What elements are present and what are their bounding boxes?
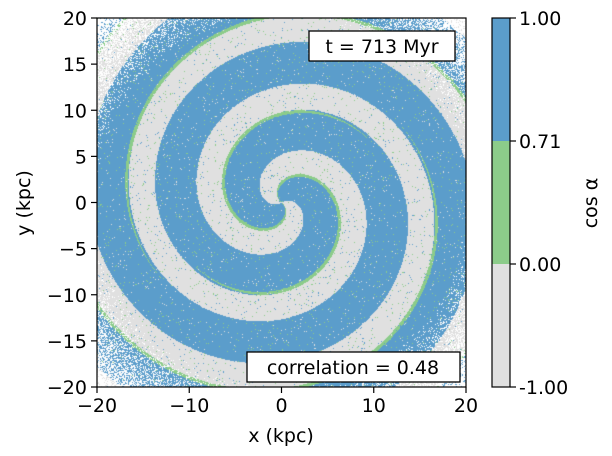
- y-tick-label: 5: [75, 146, 87, 168]
- colorbar-frame: [491, 17, 511, 388]
- colorbar-tick-label: 1.00: [519, 8, 561, 30]
- time-annotation: t = 713 Myr: [308, 30, 456, 62]
- x-tick-label: 10: [362, 395, 386, 417]
- x-tick-label: 0: [275, 395, 287, 417]
- x-axis: −20 −10 0 10 20: [77, 387, 478, 417]
- time-annotation-text: t = 713 Myr: [325, 36, 438, 58]
- y-tick-label: −15: [47, 331, 87, 353]
- x-axis-label: x (kpc): [248, 425, 314, 447]
- colorbar-tick-label: 0.71: [519, 131, 561, 153]
- y-tick-label: 15: [63, 54, 87, 76]
- colorbar-segment: [492, 18, 510, 141]
- spiral-heatmap: [97, 18, 466, 387]
- y-tick-label: −5: [59, 239, 87, 261]
- y-tick-label: −20: [47, 377, 87, 399]
- x-tick-label: 20: [454, 395, 478, 417]
- x-tick-label: −20: [77, 395, 117, 417]
- colorbar: -1.00 0.00 0.71 1.00: [491, 8, 568, 399]
- y-tick-label: 10: [63, 100, 87, 122]
- y-tick-label: 0: [75, 193, 87, 215]
- colorbar-segment: [492, 264, 510, 387]
- colorbar-label: cos α: [580, 178, 602, 229]
- correlation-annotation-text: correlation = 0.48: [267, 357, 439, 379]
- y-axis: −20 −15 −10 −5 0 5 10 15 20: [47, 8, 97, 399]
- heatmap-image: [97, 18, 466, 387]
- colorbar-tick-label: -1.00: [519, 377, 568, 399]
- y-tick-label: −10: [47, 285, 87, 307]
- y-axis-label: y (kpc): [13, 170, 35, 236]
- colorbar-segment: [492, 141, 510, 264]
- y-tick-label: 20: [63, 8, 87, 30]
- correlation-annotation: correlation = 0.48: [246, 351, 461, 383]
- colorbar-tick-label: 0.00: [519, 254, 561, 276]
- x-tick-label: −10: [169, 395, 209, 417]
